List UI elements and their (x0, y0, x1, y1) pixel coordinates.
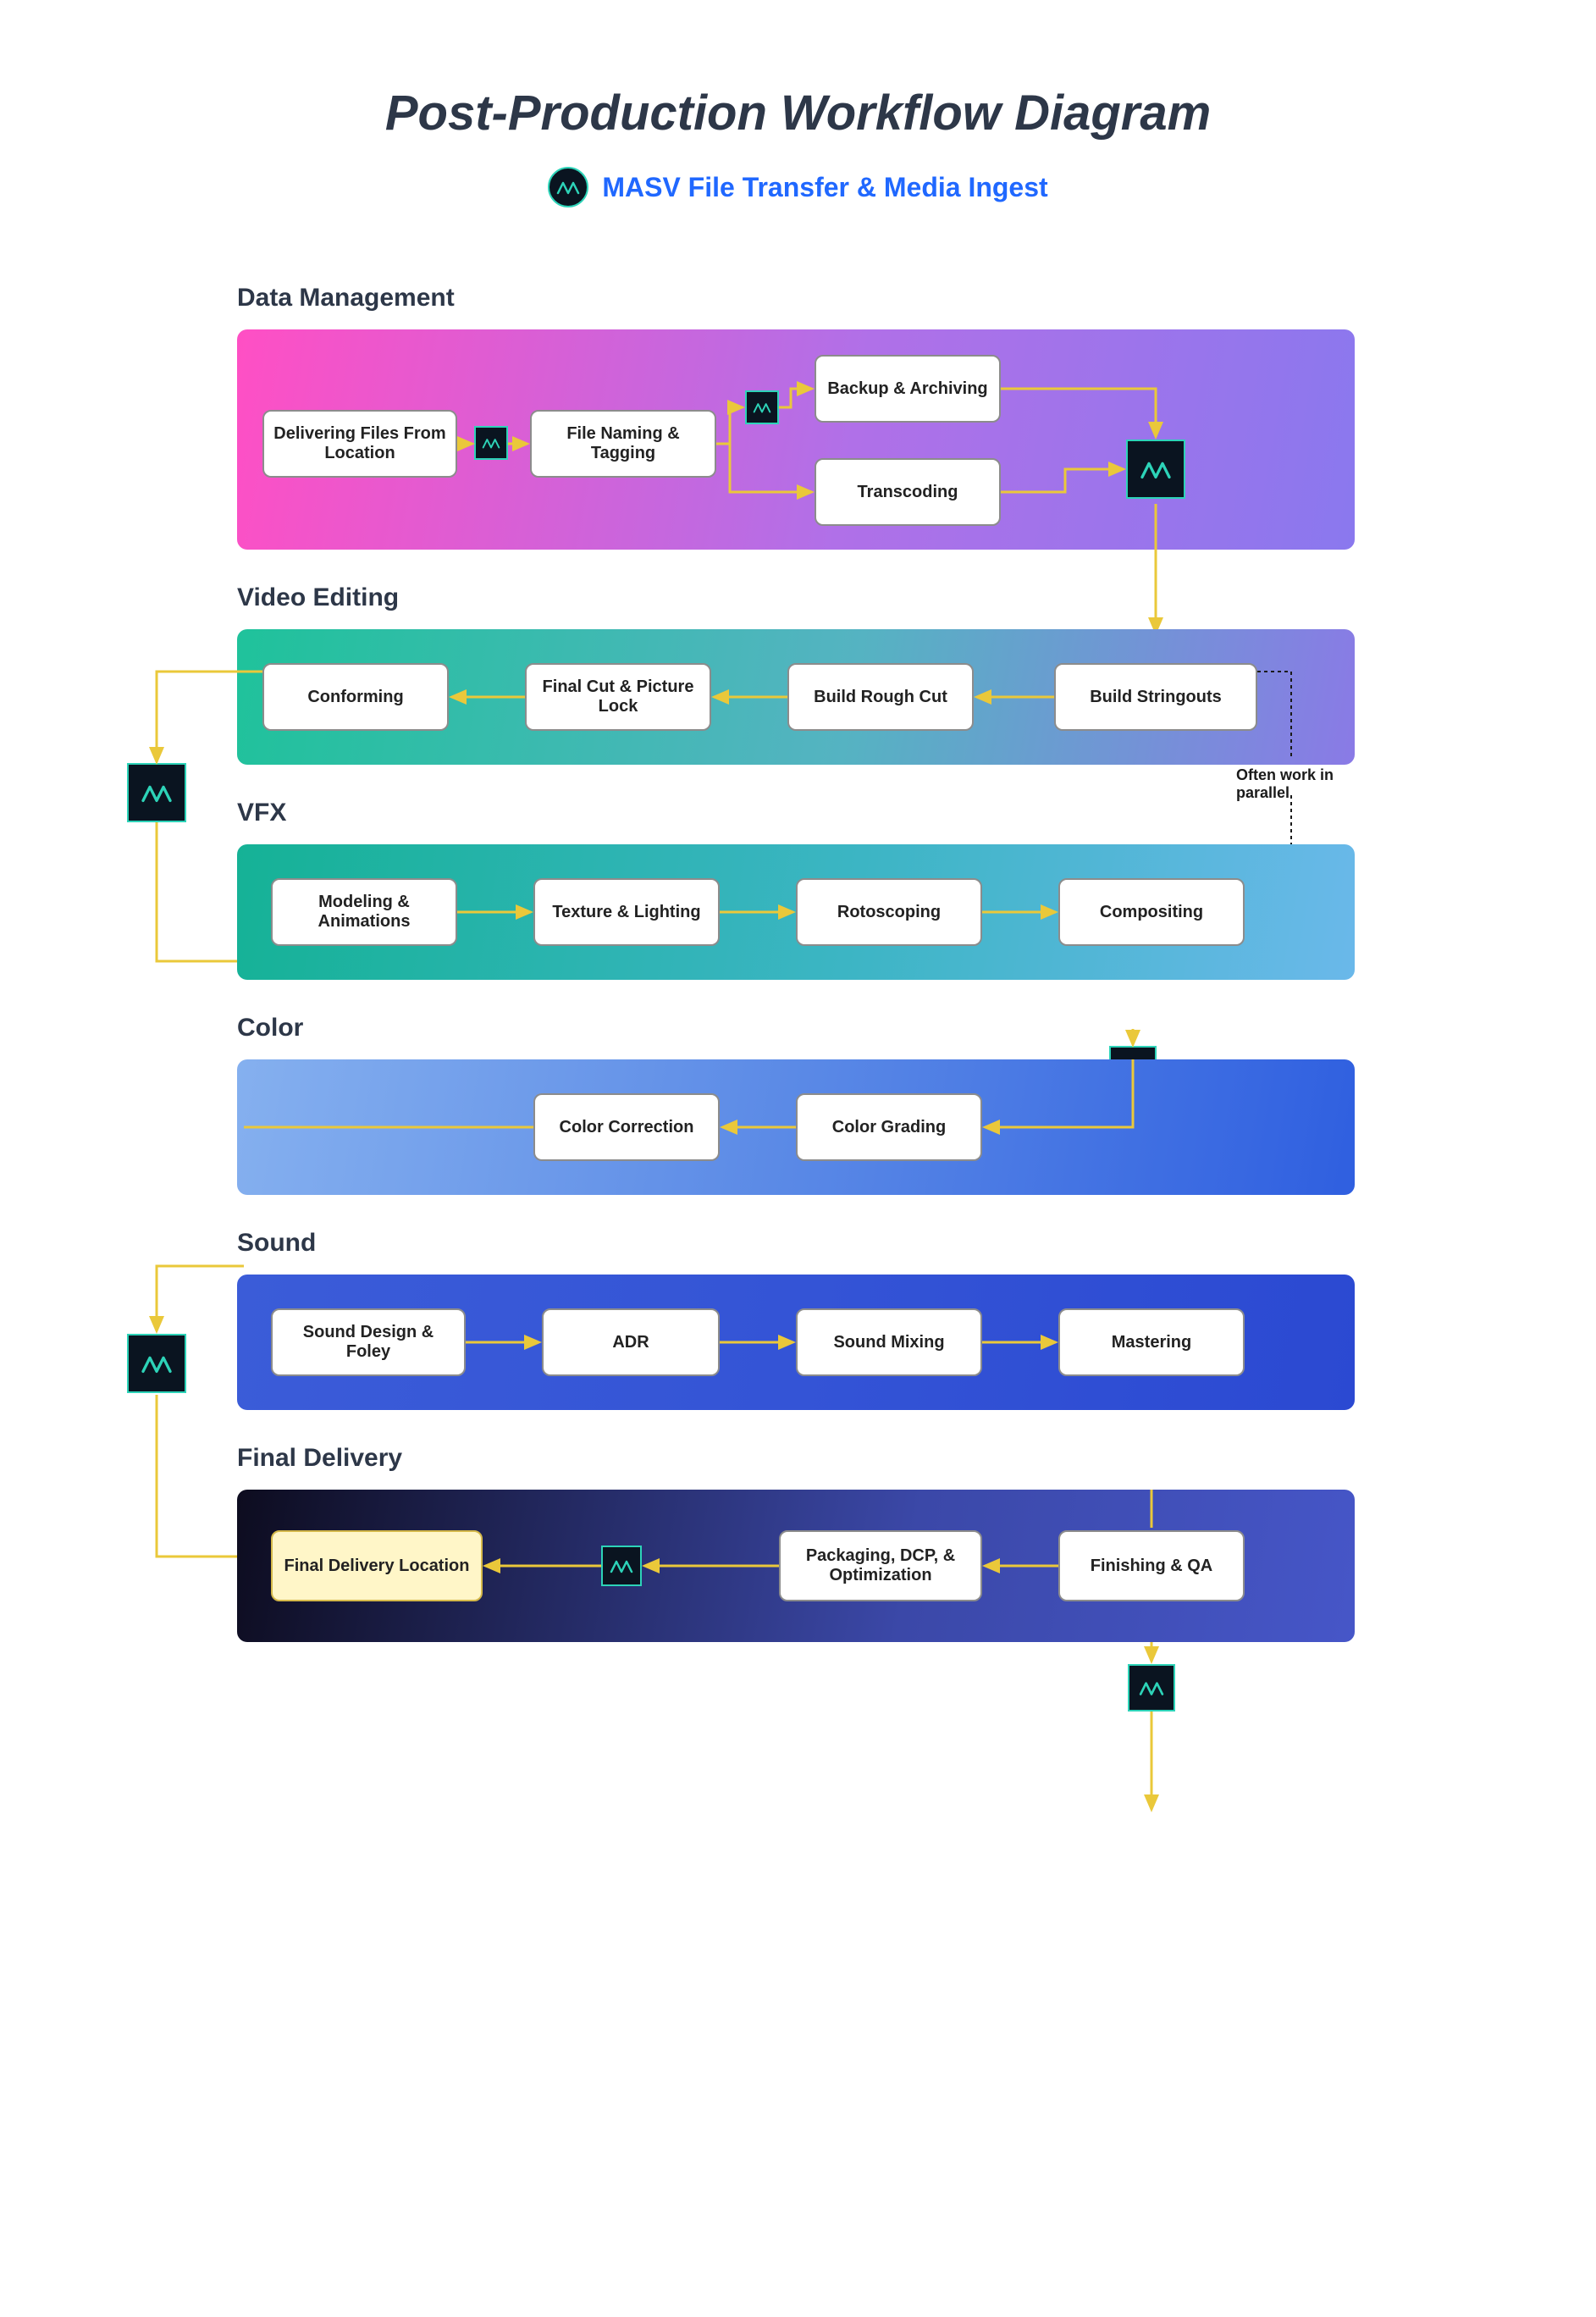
node-color-correction: Color Correction (533, 1093, 720, 1161)
node-final-cut: Final Cut & Picture Lock (525, 663, 711, 731)
masv-icon (745, 390, 779, 424)
node-modeling: Modeling & Animations (271, 878, 457, 946)
lane-data-management: Delivering Files From Location File Nami… (237, 329, 1355, 550)
node-rough-cut: Build Rough Cut (787, 663, 974, 731)
node-sound-design: Sound Design & Foley (271, 1308, 466, 1376)
node-adr: ADR (542, 1308, 720, 1376)
node-finishing-qa: Finishing & QA (1058, 1530, 1245, 1601)
page-title: Post-Production Workflow Diagram (237, 85, 1359, 141)
lane-sound: Sound Design & Foley ADR Sound Mixing Ma… (237, 1275, 1355, 1410)
node-final-delivery-location: Final Delivery Location (271, 1530, 483, 1601)
lane-color: Color Correction Color Grading (237, 1059, 1355, 1195)
node-texture: Texture & Lighting (533, 878, 720, 946)
node-conforming: Conforming (262, 663, 449, 731)
lane-final-delivery: Final Delivery Location Packaging, DCP, … (237, 1490, 1355, 1642)
section-title-color: Color (237, 1014, 1359, 1042)
masv-icon (127, 1334, 186, 1393)
node-delivering-files: Delivering Files From Location (262, 410, 457, 478)
masv-logo-icon (548, 167, 588, 207)
masv-icon (1126, 440, 1185, 499)
lane-vfx: Modeling & Animations Texture & Lighting… (237, 844, 1355, 980)
node-color-grading: Color Grading (796, 1093, 982, 1161)
node-file-naming: File Naming & Tagging (530, 410, 716, 478)
node-compositing: Compositing (1058, 878, 1245, 946)
section-title-vfx: VFX (237, 799, 1359, 827)
masv-icon (1128, 1664, 1175, 1711)
node-backup-archiving: Backup & Archiving (815, 355, 1001, 423)
node-transcoding: Transcoding (815, 458, 1001, 526)
subtitle-text: MASV File Transfer & Media Ingest (602, 172, 1047, 203)
node-stringouts: Build Stringouts (1054, 663, 1257, 731)
node-sound-mixing: Sound Mixing (796, 1308, 982, 1376)
masv-icon (474, 426, 508, 460)
node-rotoscoping: Rotoscoping (796, 878, 982, 946)
node-packaging: Packaging, DCP, & Optimization (779, 1530, 982, 1601)
lane-video-editing: Conforming Final Cut & Picture Lock Buil… (237, 629, 1355, 765)
node-mastering: Mastering (1058, 1308, 1245, 1376)
section-title-video-editing: Video Editing (237, 583, 1359, 612)
masv-icon (127, 763, 186, 822)
section-title-sound: Sound (237, 1229, 1359, 1258)
masv-icon (601, 1546, 642, 1586)
section-title-final-delivery: Final Delivery (237, 1444, 1359, 1473)
subtitle-row: MASV File Transfer & Media Ingest (237, 167, 1359, 207)
section-title-data-management: Data Management (237, 284, 1359, 312)
parallel-annotation: Often work in parallel (1236, 766, 1359, 802)
